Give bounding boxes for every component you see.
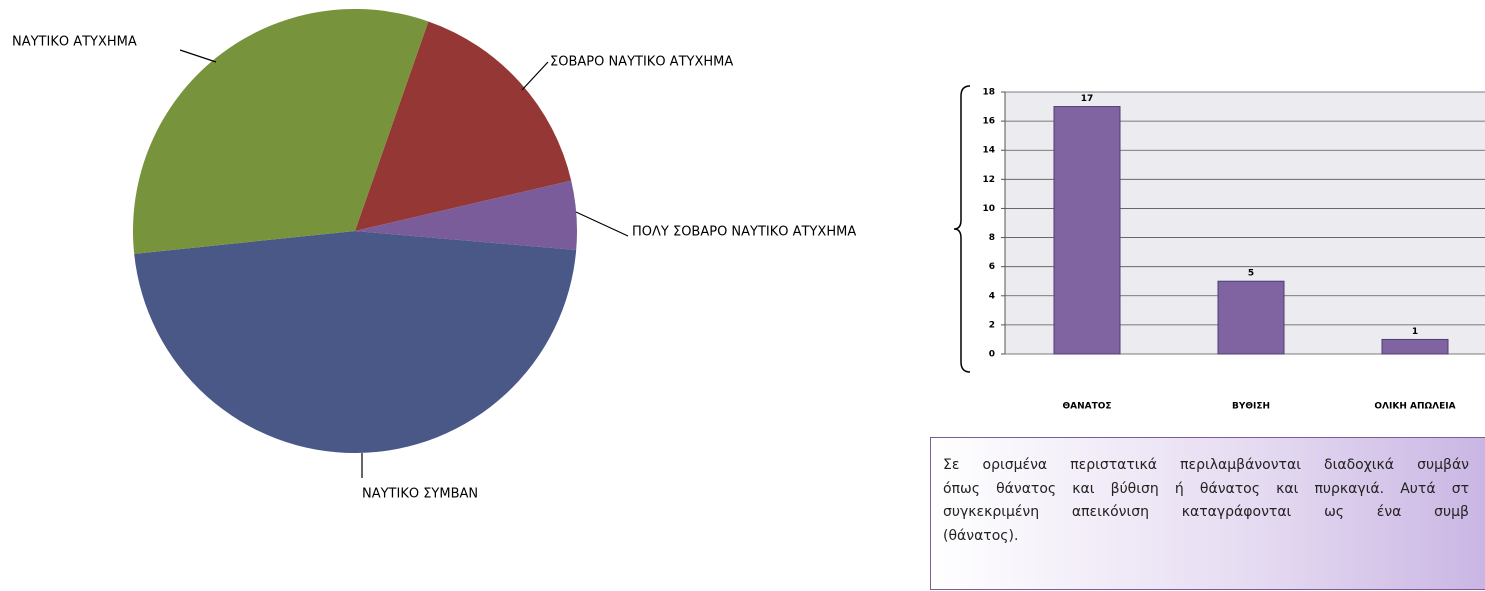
- y-tick-label: 0: [989, 350, 995, 360]
- value-label: 17: [1081, 94, 1094, 104]
- bar: [1053, 106, 1121, 355]
- leader-line: [521, 61, 549, 91]
- y-tick-label: 10: [982, 204, 995, 214]
- y-tick-label: 12: [982, 175, 995, 185]
- pie-slice: [133, 8, 429, 254]
- x-tick-label: ΟΛΙΚΗ ΑΠΩΛΕΙΑ: [1374, 402, 1455, 412]
- bar: [1381, 338, 1449, 355]
- leader-line: [575, 211, 629, 237]
- note-line: συγκεκριμένη απεικόνιση καταγράφονται ως…: [943, 504, 1469, 520]
- y-tick-label: 6: [989, 262, 995, 272]
- bar: [1217, 280, 1285, 355]
- note-line: Σε ορισμένα περιστατικά περιλαμβάνονται …: [943, 457, 1469, 473]
- note-line: (θάνατος).: [943, 527, 1019, 544]
- x-tick-label: ΘΑΝΑΤΟΣ: [1062, 402, 1111, 412]
- slice-label: ΝΑΥΤΙΚΟ ΑΤΥΧΗΜΑ: [12, 35, 137, 50]
- note-box: Σε ορισμένα περιστατικά περιλαμβάνονται …: [930, 437, 1485, 590]
- y-tick-label: 8: [989, 233, 995, 243]
- value-label: 5: [1248, 269, 1254, 279]
- slice-label: ΝΑΥΤΙΚΟ ΣΥΜΒΑΝ: [362, 487, 478, 502]
- y-tick-label: 18: [982, 88, 995, 98]
- leader-line: [179, 49, 217, 63]
- value-label: 1: [1412, 327, 1418, 337]
- slice-label: ΣΟΒΑΡΟ ΝΑΥΤΙΚΟ ΑΤΥΧΗΜΑ: [550, 55, 733, 70]
- y-tick-label: 2: [989, 320, 995, 330]
- y-tick-label: 4: [989, 291, 995, 301]
- note-line: όπως θάνατος και βύθιση ή θάνατος και πυ…: [943, 480, 1469, 497]
- pie-slice: [134, 231, 577, 453]
- pie-slice: [355, 180, 577, 250]
- y-tick-label: 14: [982, 146, 995, 156]
- y-tick-label: 16: [982, 117, 995, 127]
- bracket: [953, 85, 971, 373]
- x-tick-label: ΒΥΘΙΣΗ: [1232, 402, 1270, 412]
- pie-slice: [355, 21, 572, 231]
- slice-label: ΠΟΛΥ ΣΟΒΑΡΟ ΝΑΥΤΙΚΟ ΑΤΥΧΗΜΑ: [632, 225, 856, 240]
